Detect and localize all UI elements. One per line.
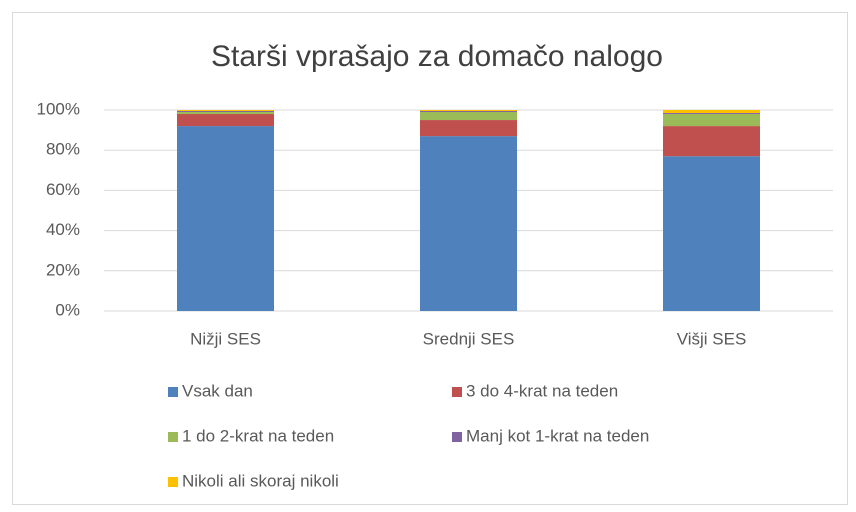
legend-swatch bbox=[168, 477, 178, 487]
y-tick-label: 80% bbox=[46, 140, 80, 159]
bar-segment bbox=[420, 112, 517, 121]
bar-segment bbox=[663, 113, 760, 115]
chart-title: Starši vprašajo za domačo nalogo bbox=[211, 40, 663, 73]
legend-swatch bbox=[168, 387, 178, 397]
y-tick-label: 20% bbox=[46, 260, 80, 279]
legend-label: 3 do 4-krat na teden bbox=[466, 381, 618, 400]
y-tick-label: 100% bbox=[37, 99, 80, 118]
bar-segment bbox=[663, 156, 760, 311]
bar-segment bbox=[177, 114, 274, 127]
bar-segment bbox=[177, 110, 274, 112]
y-tick-label: 60% bbox=[46, 180, 80, 199]
bar-segment bbox=[177, 111, 274, 113]
legend-swatch bbox=[168, 432, 178, 442]
bar-segment bbox=[420, 136, 517, 311]
x-tick-label: Nižji SES bbox=[190, 329, 261, 348]
y-tick-label: 40% bbox=[46, 220, 80, 239]
y-tick-label: 0% bbox=[55, 300, 80, 319]
bar-segment bbox=[663, 110, 760, 114]
bar-segment bbox=[663, 126, 760, 157]
bar-segment bbox=[663, 114, 760, 127]
legend-swatch bbox=[452, 387, 462, 397]
bar-segment bbox=[420, 120, 517, 137]
bar-segment bbox=[420, 111, 517, 113]
legend-label: 1 do 2-krat na teden bbox=[182, 426, 334, 445]
legend-label: Nikoli ali skoraj nikoli bbox=[182, 471, 339, 490]
x-tick-label: Višji SES bbox=[677, 329, 747, 348]
bar-segment bbox=[420, 110, 517, 112]
legend-label: Manj kot 1-krat na teden bbox=[466, 426, 649, 445]
x-tick-label: Srednji SES bbox=[423, 329, 515, 348]
legend-label: Vsak dan bbox=[182, 381, 253, 400]
legend-swatch bbox=[452, 432, 462, 442]
bar-segment bbox=[177, 112, 274, 115]
bar-segment bbox=[177, 126, 274, 311]
